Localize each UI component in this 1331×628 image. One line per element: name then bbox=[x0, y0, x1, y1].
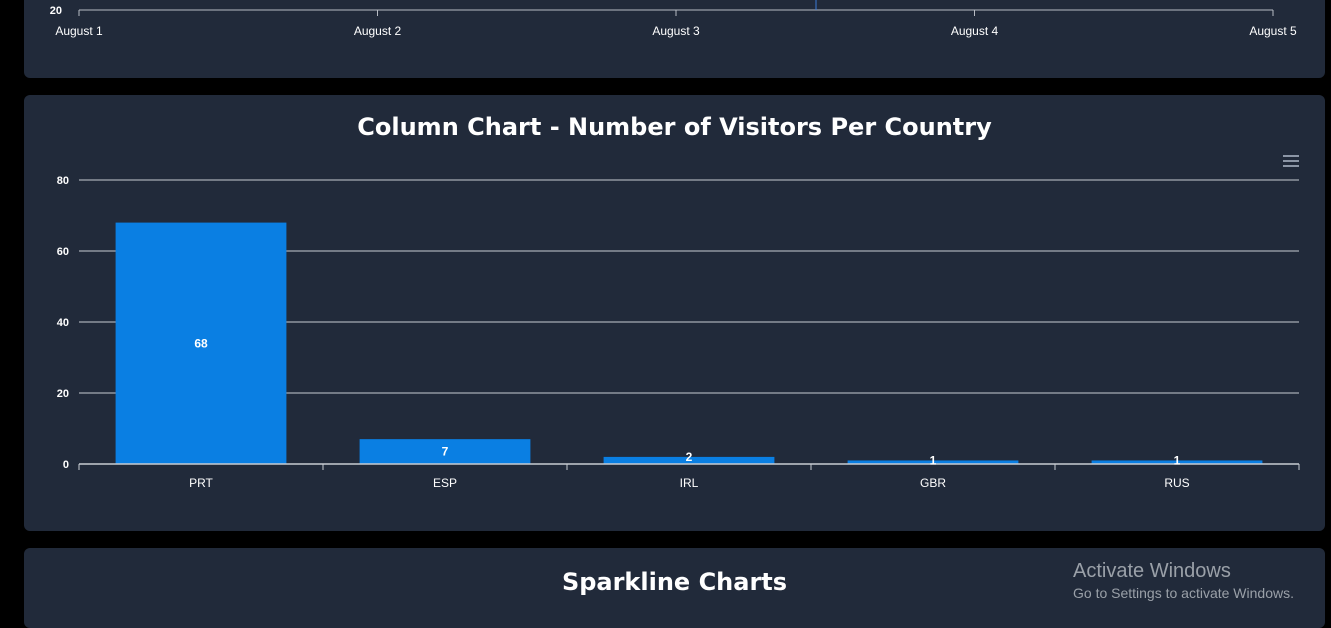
y-tick-label: 60 bbox=[57, 246, 69, 258]
y-tick-label: 80 bbox=[57, 175, 69, 187]
timeline-chart: 20 August 1 August 2 August 3 August 4 August… bbox=[50, 0, 1297, 38]
data-label-rus: 1 bbox=[1174, 453, 1181, 467]
timeline-y-tick-label: 20 bbox=[50, 5, 62, 17]
data-label-esp: 7 bbox=[442, 445, 449, 459]
column-chart-card: Column Chart - Number of Visitors Per Co… bbox=[24, 95, 1325, 531]
bar-rus bbox=[1091, 460, 1263, 464]
x-tick-label-rus: RUS bbox=[1164, 476, 1189, 490]
timeline-x-tick-label: August 2 bbox=[354, 24, 402, 38]
data-label-irl: 2 bbox=[686, 450, 693, 464]
column-chart: 0 20 40 60 80 PRT ESP IRL GBR RUS 68 7 2 1 1 bbox=[57, 175, 1300, 490]
sparkline-title: Sparkline Charts bbox=[561, 568, 788, 596]
timeline-chart-card: 20 August 1 August 2 August 3 August 4 August… bbox=[24, 0, 1325, 78]
bar-gbr bbox=[847, 460, 1019, 464]
x-tick-label-gbr: GBR bbox=[920, 476, 946, 490]
activate-windows-title: Activate Windows bbox=[1073, 560, 1231, 582]
bar-esp bbox=[359, 439, 531, 464]
bar-irl bbox=[603, 456, 775, 464]
chart-menu-icon[interactable] bbox=[1283, 155, 1299, 169]
timeline-x-tick-label: August 1 bbox=[55, 24, 103, 38]
x-tick-label-prt: PRT bbox=[189, 476, 213, 490]
y-tick-label: 0 bbox=[63, 459, 69, 471]
column-chart-title: Column Chart - Number of Visitors Per Co… bbox=[357, 113, 992, 141]
activate-windows-subtitle: Go to Settings to activate Windows. bbox=[1073, 585, 1294, 601]
timeline-x-tick-label: August 5 bbox=[1249, 24, 1297, 38]
y-tick-label: 40 bbox=[57, 317, 69, 329]
data-label-prt: 68 bbox=[194, 336, 208, 350]
data-label-gbr: 1 bbox=[930, 453, 937, 467]
timeline-x-tick-label: August 4 bbox=[951, 24, 999, 38]
y-tick-label: 20 bbox=[57, 388, 69, 400]
x-tick-label-esp: ESP bbox=[433, 476, 457, 490]
timeline-x-tick-label: August 3 bbox=[652, 24, 700, 38]
bar-prt bbox=[115, 222, 287, 464]
x-tick-label-irl: IRL bbox=[680, 476, 699, 490]
